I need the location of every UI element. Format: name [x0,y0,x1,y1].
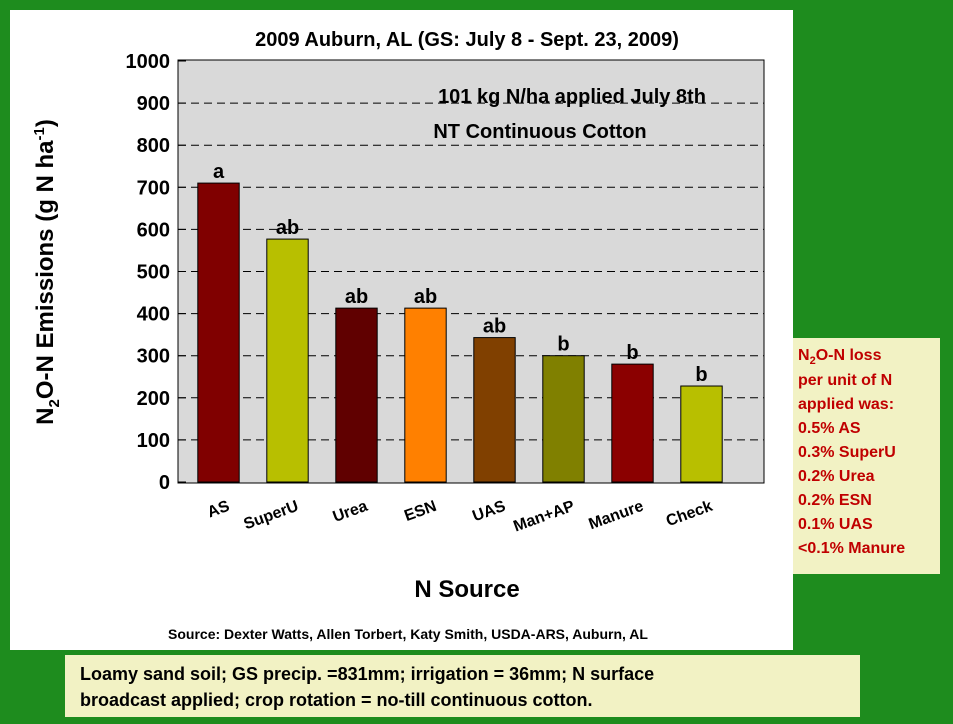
side-note-line: 0.2% ESN [798,492,872,509]
y-label-sup: -1 [31,127,48,140]
bar [680,385,723,483]
bar [335,307,378,483]
significance-letter: b [557,334,569,356]
bar [266,238,309,483]
y-label-part: N [32,408,59,425]
y-tick-label: 400 [137,304,170,326]
y-tick-label: 100 [137,430,170,452]
side-note-line: <0.1% Manure [798,540,905,557]
significance-letter: ab [483,316,506,338]
side-note-line: N2O-N loss [798,347,882,367]
bar [197,182,240,483]
side-note-line: per unit of N [798,372,892,389]
y-tick-label: 200 [137,388,170,410]
side-sub: 2 [810,355,816,367]
significance-letter: ab [414,286,437,308]
footnote-line: Loamy sand soil; GS precip. =831mm; irri… [80,664,654,684]
y-label-sub: 2 [46,399,63,407]
chart-title: 2009 Auburn, AL (GS: July 8 - Sept. 23, … [255,29,679,51]
y-tick-label: 300 [137,346,170,368]
footnote-line: broadcast applied; crop rotation = no-ti… [80,690,593,710]
y-tick-label: 900 [137,93,170,115]
y-tick-label: 800 [137,135,170,157]
x-axis-label: N Source [414,576,519,603]
side-note-line: 0.3% SuperU [798,444,896,461]
significance-letter: a [213,161,225,183]
bar [611,363,654,483]
significance-letter: ab [276,217,299,239]
annotation: 101 kg N/ha applied July 8th [438,86,706,108]
y-tick-label: 700 [137,177,170,199]
y-axis-label: N2O-N Emissions (g N ha-1) [31,119,63,425]
bar [404,307,447,483]
bar [542,355,585,483]
y-label-part: O-N Emissions (g N ha [32,140,59,399]
footnote-box [65,655,860,717]
y-tick-label: 0 [159,472,170,494]
side-part: O-N loss [816,347,882,364]
y-label-part: ) [32,119,59,127]
significance-letter: b [626,342,638,364]
side-note-box [793,338,940,574]
side-note-line: 0.5% AS [798,420,861,437]
significance-letter: ab [345,286,368,308]
side-part: N [798,347,810,364]
side-note-line: 0.1% UAS [798,516,873,533]
side-note-line: 0.2% Urea [798,468,875,485]
y-tick-label: 1000 [126,51,171,73]
significance-letter: b [695,364,707,386]
side-note-line: applied was: [798,396,894,413]
annotation: NT Continuous Cotton [433,121,646,143]
x-tick-label: AS [205,498,232,522]
source: Source: Dexter Watts, Allen Torbert, Kat… [168,626,648,642]
bar [473,337,516,483]
y-tick-label: 500 [137,262,170,284]
y-tick-label: 600 [137,219,170,241]
